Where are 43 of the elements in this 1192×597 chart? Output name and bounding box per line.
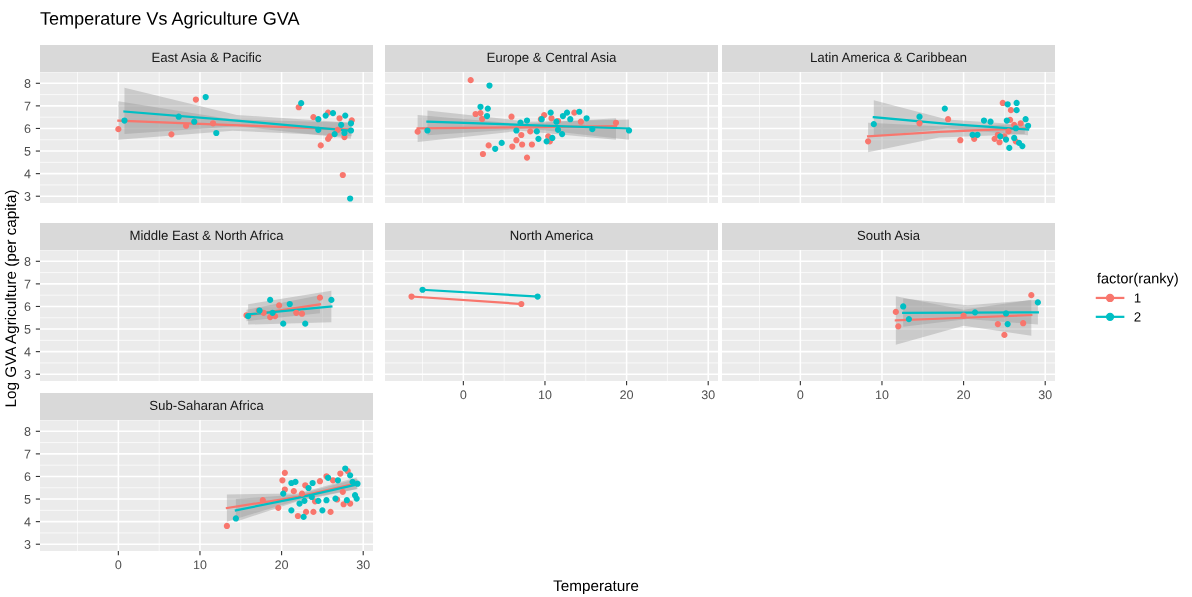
y-tick-label: 3 [24,370,31,379]
x-tick-label: 30 [701,390,715,400]
text: Temperature Vs Agriculture GVA [40,11,300,29]
y-tick-label: 3 [24,192,31,201]
chart-title: South Asia [857,230,921,241]
y-tick-label: 6 [24,124,31,134]
x-tick-label: 20 [957,390,971,400]
y-tick-label: 7 [24,449,31,459]
x-tick-label: 30 [356,560,370,570]
y-axis-title: Log GVA Agriculture (per capita) [4,190,20,407]
y-tick-label: 5 [24,146,31,156]
x-tick-label: 20 [620,390,634,400]
x-tick-label: 20 [275,560,289,570]
x-tick-label: 0 [115,560,122,570]
y-tick-label: 7 [24,101,31,111]
legend-label: 2 [1134,312,1141,322]
x-axis-title: Temperature [553,580,639,595]
chart-title: East Asia & Pacific [152,52,262,63]
chart-title: North America [510,230,594,241]
chart-title: Middle East & North Africa [130,230,284,241]
y-tick-label: 8 [24,427,31,436]
y-tick-label: 4 [24,517,31,527]
y-tick-label: 6 [24,302,31,312]
x-tick-label: 0 [460,390,467,400]
y-tick-label: 8 [24,79,31,88]
y-tick-label: 4 [24,347,31,357]
x-tick-label: 10 [875,390,889,400]
y-tick-label: 7 [24,279,31,289]
y-tick-label: 6 [24,472,31,482]
legend-label: 1 [1134,293,1141,303]
x-tick-label: 10 [538,390,552,400]
y-tick-label: 5 [24,324,31,334]
y-tick-label: 4 [24,169,31,179]
chart-title: Sub-Saharan Africa [149,400,264,411]
x-tick-label: 0 [797,390,804,400]
y-tick-label: 3 [24,540,31,549]
legend-title: factor(ranky) [1097,272,1178,287]
y-tick-label: 8 [24,257,31,266]
x-tick-label: 30 [1038,390,1052,400]
chart-title: Europe & Central Asia [487,52,617,65]
x-tick-label: 10 [193,560,207,570]
chart-title: Latin America & Caribbean [811,52,967,63]
y-tick-label: 5 [24,494,31,504]
